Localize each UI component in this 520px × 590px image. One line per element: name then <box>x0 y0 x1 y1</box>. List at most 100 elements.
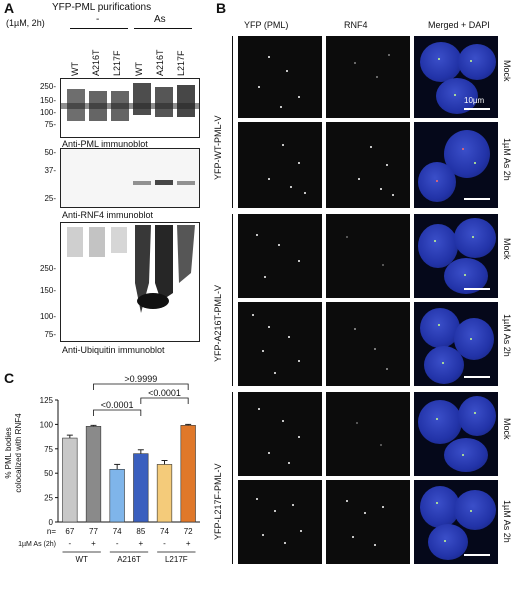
y-tick-label: 100 <box>40 420 54 429</box>
micrograph-merged-a216t-as <box>414 302 498 386</box>
y-tick-label: 75 <box>44 445 53 454</box>
row-condition: Mock <box>502 238 512 260</box>
construct-label-wt: YFP-WT-PML-V <box>213 115 223 181</box>
ubiquitin-blot-bands <box>67 225 195 313</box>
comparison-bracket <box>140 397 189 404</box>
lane-labels: WT A216T L217F WT A216T L217F <box>66 32 196 78</box>
n-label: n= <box>47 527 56 536</box>
construct-label-l217f: YFP-L217F-PML-V <box>213 463 223 540</box>
micrograph-yfp-wt-mock <box>238 36 322 118</box>
treatment-sign: + <box>91 539 96 548</box>
lane-label: A216T <box>155 49 165 76</box>
micrograph-yfp-a216t-mock <box>238 214 322 298</box>
lane-label: WT <box>70 62 80 76</box>
bar <box>62 437 78 523</box>
rnf4-immunoblot <box>60 148 200 208</box>
y-tick-label: 50 <box>44 469 53 478</box>
micrograph-rnf4-wt-as <box>326 122 410 208</box>
n-value: 72 <box>184 527 193 536</box>
micrograph-yfp-a216t-as <box>238 302 322 386</box>
bar <box>156 464 173 523</box>
scale-label: 10µm <box>464 96 485 105</box>
rnf4-blot-caption: Anti-RNF4 immunoblot <box>62 210 154 220</box>
lane-label: L217F <box>112 50 122 76</box>
blot3-tick: 75- <box>44 330 56 339</box>
n-value: 85 <box>136 527 145 536</box>
blot2-tick: 25- <box>44 194 56 203</box>
micrograph-rnf4-a216t-mock <box>326 214 410 298</box>
comparison-pvalue: <0.0001 <box>101 400 134 410</box>
group-minus-line <box>70 28 128 29</box>
micrograph-rnf4-a216t-as <box>326 302 410 386</box>
micrograph-rnf4-l217f-mock <box>326 392 410 476</box>
comparison-pvalue: >0.9999 <box>124 374 157 384</box>
micrograph-yfp-l217f-as <box>238 480 322 564</box>
panel-a-letter: A <box>4 0 15 16</box>
blot1-tick: 250- <box>39 82 56 91</box>
blot2-tick: 50- <box>44 148 56 157</box>
n-value: 77 <box>89 527 98 536</box>
bar <box>85 426 102 523</box>
micrograph-yfp-wt-as <box>238 122 322 208</box>
lane-label: A216T <box>91 49 101 76</box>
blot3-tick: 150- <box>39 286 56 295</box>
panel-b-letter: B <box>216 0 227 16</box>
micrograph-rnf4-wt-mock <box>326 36 410 118</box>
group-as-line <box>134 28 192 29</box>
blot3-tick: 250- <box>39 264 56 273</box>
group-minus-label: - <box>96 14 100 25</box>
row-condition: Mock <box>502 60 512 82</box>
treatment-sign: - <box>116 539 119 548</box>
y-tick-label: 25 <box>44 494 53 503</box>
group-label: L217F <box>165 555 188 564</box>
micrograph-merged-l217f-as <box>414 480 498 564</box>
pml-blot-caption: Anti-PML immunoblot <box>62 139 148 149</box>
lane-label: WT <box>134 62 144 76</box>
colocalization-bar-chart: 0 25 50 75 100 125 >0.9999 <0.0001 <0.0001 n= 67 77… <box>18 374 200 564</box>
row-condition: 1µM As 2h <box>502 500 512 543</box>
micrograph-merged-a216t-mock <box>414 214 498 298</box>
group-as-label: As <box>154 14 166 25</box>
column-merged-dapi: Merged + DAPI <box>428 20 490 30</box>
treatment-sign: + <box>138 539 143 548</box>
blot3-tick: 100- <box>39 312 56 321</box>
construct-bracket <box>232 214 233 386</box>
blot1-tick: 75- <box>44 120 56 129</box>
n-value: 67 <box>65 527 74 536</box>
group-label: WT <box>75 555 88 564</box>
panel-c-letter: C <box>4 370 15 386</box>
treatment-header: (1µM, 2h) <box>6 18 45 28</box>
construct-bracket <box>232 392 233 564</box>
lane-label: L217F <box>176 50 186 76</box>
n-value: 74 <box>160 527 169 536</box>
construct-label-a216t: YFP-A216T-PML-V <box>213 284 223 362</box>
column-yfp-pml: YFP (PML) <box>244 20 289 30</box>
bar <box>133 453 149 523</box>
treatment-sign: + <box>186 539 191 548</box>
rnf4-blot-bands <box>61 149 199 207</box>
bar <box>180 425 196 523</box>
micrograph-merged-wt-mock: 10µm <box>414 36 498 118</box>
treatment-label: 1µM As (2h) <box>18 541 56 548</box>
row-condition: 1µM As 2h <box>502 314 512 357</box>
purification-title: YFP-PML purifications <box>52 2 152 13</box>
ubiquitin-immunoblot <box>60 222 200 342</box>
comparison-bracket <box>93 409 142 416</box>
column-rnf4: RNF4 <box>344 20 368 30</box>
bar <box>109 468 125 523</box>
y-tick-label: 125 <box>40 396 54 405</box>
treatment-sign: - <box>163 539 166 548</box>
pml-immunoblot <box>60 78 200 138</box>
row-condition: Mock <box>502 418 512 440</box>
blot2-tick: 37- <box>44 166 56 175</box>
group-label: A216T <box>117 555 141 564</box>
micrograph-merged-l217f-mock <box>414 392 498 476</box>
y-tick-label: 0 <box>49 518 54 527</box>
comparison-pvalue: <0.0001 <box>148 388 181 398</box>
blot1-tick: 100- <box>39 108 56 117</box>
micrograph-rnf4-l217f-as <box>326 480 410 564</box>
blot1-tick: 150- <box>39 96 56 105</box>
n-value: 74 <box>113 527 122 536</box>
comparison-bracket <box>93 383 189 390</box>
micrograph-yfp-l217f-mock <box>238 392 322 476</box>
